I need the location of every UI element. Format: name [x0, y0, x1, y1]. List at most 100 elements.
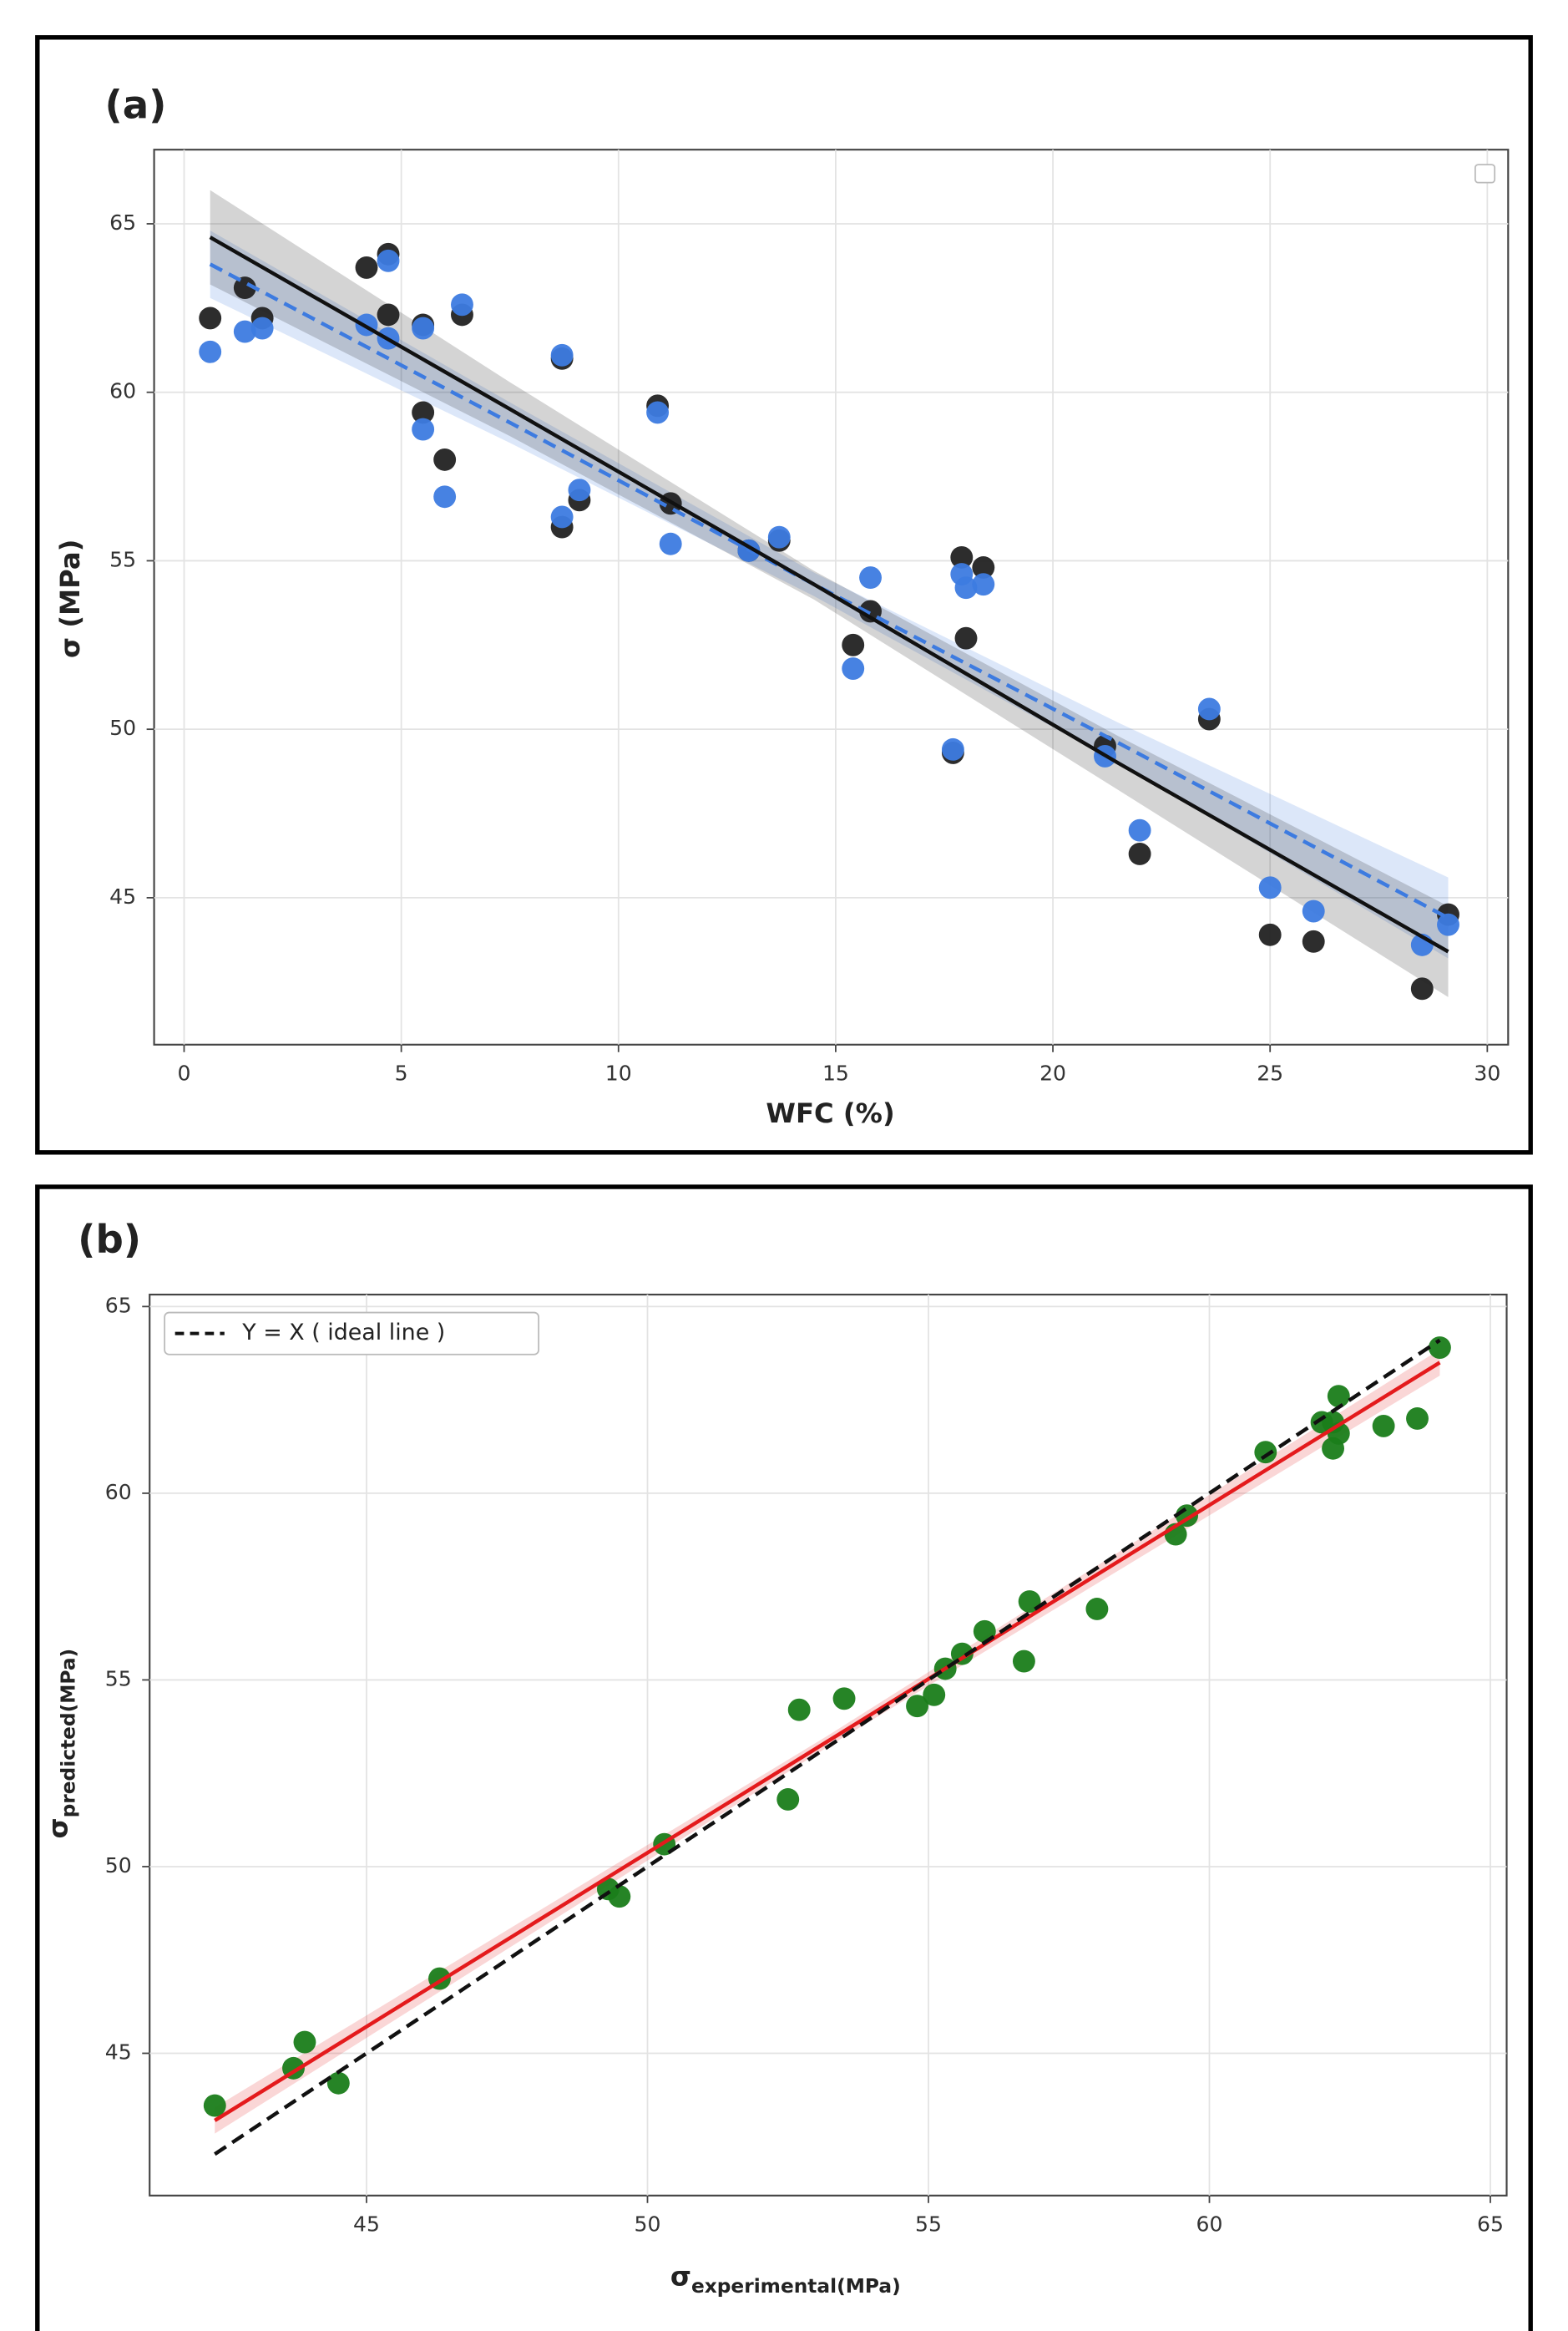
- data-point: [767, 525, 791, 549]
- data-point: [355, 256, 378, 279]
- fit-line: [214, 1361, 1441, 2122]
- data-point: [250, 317, 274, 340]
- x-axis-label: WFC (%): [766, 1097, 894, 1129]
- data-point: [954, 626, 978, 650]
- x-tick-label: 30: [1474, 1062, 1500, 1086]
- data-point: [659, 532, 682, 555]
- data-point: [293, 2030, 316, 2054]
- fit-line: [214, 1338, 1441, 2156]
- y-tick-label: 55: [105, 1666, 132, 1690]
- y-tick-label: 50: [109, 716, 136, 740]
- y-tick-label: 45: [105, 2040, 132, 2064]
- x-tick-label: 45: [353, 2212, 380, 2237]
- data-point: [923, 1683, 946, 1706]
- data-point: [906, 1695, 928, 1718]
- data-point: [1410, 977, 1434, 1001]
- legend: [164, 1311, 540, 1356]
- y-tick-label: 50: [105, 1853, 132, 1877]
- data-point: [832, 1687, 856, 1710]
- data-point: [972, 573, 995, 596]
- x-axis-label: σexperimental(MPa): [670, 2260, 901, 2297]
- data-point: [859, 566, 882, 590]
- plot-area: [153, 149, 1510, 1046]
- data-point: [451, 293, 473, 317]
- data-point: [1428, 1336, 1451, 1359]
- data-point: [377, 249, 400, 272]
- data-point: [1258, 876, 1282, 899]
- panel-label: (a): [104, 83, 166, 128]
- panel-label: (b): [78, 1217, 141, 1262]
- x-tick-label: 10: [605, 1062, 632, 1086]
- data-point: [787, 1698, 811, 1721]
- x-tick-label: 50: [635, 2212, 661, 2237]
- x-tick-label: 0: [177, 1062, 190, 1086]
- data-point: [233, 276, 256, 300]
- data-point: [608, 1885, 631, 1908]
- y-axis-label: σpredicted(MPa): [43, 1649, 79, 1839]
- data-point: [1302, 930, 1325, 953]
- data-point: [950, 545, 974, 569]
- data-point: [1128, 818, 1151, 842]
- x-axis-label-text: σ: [670, 2260, 691, 2292]
- x-tick-label: 15: [822, 1062, 849, 1086]
- x-tick-label: 25: [1257, 1062, 1283, 1086]
- data-point: [1128, 842, 1151, 865]
- y-axis-label-text: σ (MPa): [54, 540, 86, 658]
- legend-label: Y = X ( ideal line ): [241, 1320, 445, 1345]
- x-tick-label: 20: [1039, 1062, 1066, 1086]
- data-point: [1310, 1411, 1333, 1434]
- data-point: [1327, 1385, 1350, 1408]
- y-tick-label: 65: [109, 210, 136, 235]
- data-point: [550, 505, 574, 529]
- data-point: [776, 1788, 800, 1811]
- y-tick-label: 60: [109, 379, 136, 403]
- data-point: [377, 303, 400, 327]
- fit-line: [209, 236, 1449, 954]
- data-point: [233, 320, 256, 343]
- data-point: [954, 576, 978, 600]
- x-axis-label-text: WFC (%): [766, 1097, 894, 1129]
- x-tick-label: 60: [1196, 2212, 1223, 2237]
- y-axis-label-subscript: predicted(MPa): [57, 1649, 79, 1818]
- data-point: [568, 479, 591, 502]
- data-point: [1254, 1441, 1277, 1464]
- data-point: [1406, 1407, 1429, 1430]
- data-point: [412, 317, 435, 340]
- data-point: [859, 600, 882, 623]
- data-point: [433, 448, 457, 471]
- data-point: [203, 2094, 226, 2117]
- data-point: [842, 633, 865, 656]
- data-point: [1012, 1649, 1035, 1673]
- x-tick-label: 65: [1477, 2212, 1504, 2237]
- data-point: [842, 657, 865, 680]
- y-axis-label: σ (MPa): [54, 540, 86, 658]
- data-point: [199, 340, 222, 363]
- panel-border: [35, 35, 1533, 1155]
- data-point: [1085, 1598, 1109, 1620]
- data-point: [1302, 899, 1325, 923]
- x-axis-label-subscript: experimental(MPa): [691, 2275, 901, 2298]
- x-tick-label: 55: [915, 2212, 942, 2237]
- data-point: [433, 485, 457, 509]
- data-point: [941, 737, 964, 761]
- legend: [1474, 164, 1496, 184]
- data-point: [1437, 913, 1459, 936]
- data-point: [412, 418, 435, 441]
- data-point: [972, 556, 995, 579]
- data-point: [1258, 923, 1282, 946]
- y-axis-label-text: σ: [43, 1817, 74, 1838]
- y-tick-label: 45: [109, 884, 136, 909]
- y-tick-label: 65: [105, 1293, 132, 1317]
- y-tick-label: 55: [109, 547, 136, 571]
- data-point: [326, 2071, 350, 2095]
- data-point: [199, 307, 222, 330]
- panel-border: [35, 1184, 1533, 2331]
- data-point: [646, 401, 670, 424]
- data-point: [1372, 1414, 1395, 1437]
- data-point: [550, 343, 574, 367]
- x-tick-label: 5: [395, 1062, 408, 1086]
- y-tick-label: 60: [105, 1480, 132, 1504]
- data-point: [1197, 697, 1221, 721]
- data-point: [412, 401, 435, 424]
